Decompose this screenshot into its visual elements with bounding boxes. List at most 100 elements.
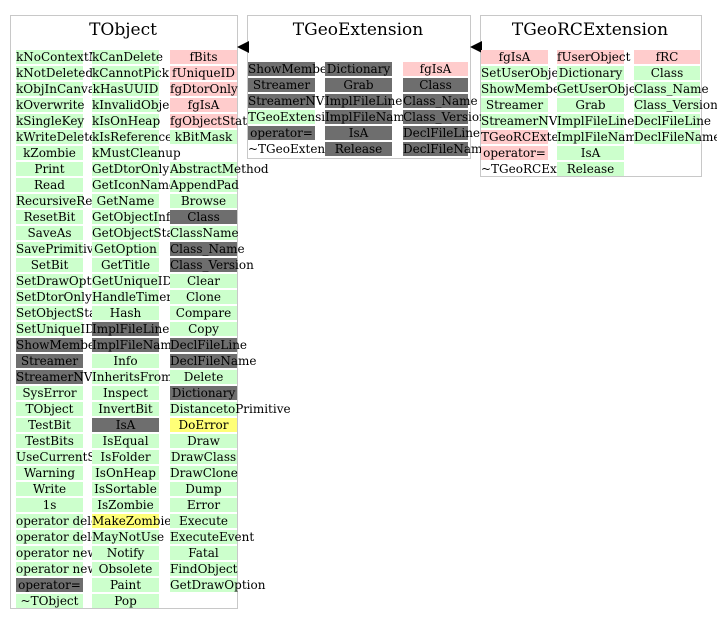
member-implfileline[interactable]: ImplFileLine — [325, 94, 403, 108]
member-dictionary[interactable]: Dictionary — [325, 62, 392, 76]
member-declfileline[interactable]: DeclFileLine — [170, 338, 248, 352]
member-inspect[interactable]: Inspect — [92, 386, 159, 400]
member-notify[interactable]: Notify — [92, 546, 159, 560]
member-funiqueid[interactable]: fUniqueID — [170, 66, 237, 80]
member-grab[interactable]: Grab — [557, 98, 624, 112]
member-kcannotpick[interactable]: kCannotPick — [92, 66, 170, 80]
member-write[interactable]: Write — [16, 482, 83, 496]
member-streamer[interactable]: Streamer — [16, 354, 83, 368]
member-distancetoprimitive[interactable]: DistancetoPrimitive — [170, 402, 291, 416]
member-kcandelete[interactable]: kCanDelete — [92, 50, 163, 64]
member-pop[interactable]: Pop — [92, 594, 159, 608]
member-paint[interactable]: Paint — [92, 578, 159, 592]
member-doerror[interactable]: DoError — [170, 418, 237, 432]
member-executeevent[interactable]: ExecuteEvent — [170, 530, 255, 544]
member-copy[interactable]: Copy — [170, 322, 237, 336]
member-class-version[interactable]: Class_Version — [634, 98, 717, 112]
member-getdrawoption[interactable]: GetDrawOption — [170, 578, 266, 592]
member--tgeoextension[interactable]: ~TGeoExtension — [248, 142, 351, 156]
member--tgeorcextension[interactable]: ~TGeoRCExtension — [481, 162, 602, 176]
member-implfileline[interactable]: ImplFileLine — [557, 114, 635, 128]
member-declfilename[interactable]: DeclFileName — [634, 130, 717, 144]
member-getoption[interactable]: GetOption — [92, 242, 159, 256]
member-getname[interactable]: GetName — [92, 194, 159, 208]
member-drawclass[interactable]: DrawClass — [170, 450, 237, 464]
member-showmembers[interactable]: ShowMembers — [481, 82, 572, 96]
member-streamernvirtual[interactable]: StreamerNVirtual — [16, 370, 126, 384]
member-class-name[interactable]: Class_Name — [403, 94, 478, 108]
member-execute[interactable]: Execute — [170, 514, 237, 528]
member-fgisa[interactable]: fgIsA — [481, 50, 548, 64]
member-implfilename[interactable]: ImplFileName — [557, 130, 644, 144]
member-getuserobject[interactable]: GetUserObject — [557, 82, 648, 96]
member-dump[interactable]: Dump — [170, 482, 237, 496]
member-saveprimitive[interactable]: SavePrimitive — [16, 242, 101, 256]
member-isa[interactable]: IsA — [325, 126, 392, 140]
member-release[interactable]: Release — [557, 162, 624, 176]
member-setuserobject[interactable]: SetUserObject — [481, 66, 571, 80]
member-usecurrentstyle[interactable]: UseCurrentStyle — [16, 450, 119, 464]
member-operator-new-[interactable]: operator new[] — [16, 562, 107, 576]
member-knocontextmenu[interactable]: kNoContextMenu — [16, 50, 124, 64]
member-class[interactable]: Class — [634, 66, 700, 80]
member-obsolete[interactable]: Obsolete — [92, 562, 159, 576]
member-getdtoronly[interactable]: GetDtorOnly — [92, 162, 170, 176]
member-kzombie[interactable]: kZombie — [16, 146, 83, 160]
member-kisonheap[interactable]: kIsOnHeap — [92, 114, 161, 128]
member-issortable[interactable]: IsSortable — [92, 482, 159, 496]
member-streamernvirtual[interactable]: StreamerNVirtual — [248, 94, 358, 108]
member-iszombie[interactable]: IsZombie — [92, 498, 159, 512]
member-release[interactable]: Release — [325, 142, 392, 156]
member-testbits[interactable]: TestBits — [16, 434, 83, 448]
member-tgeorcextension[interactable]: TGeoRCExtension — [481, 130, 592, 144]
member-invertbit[interactable]: InvertBit — [92, 402, 159, 416]
member-setdtoronly[interactable]: SetDtorOnly — [16, 290, 92, 304]
member-declfilename[interactable]: DeclFileName — [170, 354, 257, 368]
member-fatal[interactable]: Fatal — [170, 546, 237, 560]
member-abstractmethod[interactable]: AbstractMethod — [170, 162, 269, 176]
member-setobjectstat[interactable]: SetObjectStat — [16, 306, 102, 320]
member-frc[interactable]: fRC — [634, 50, 700, 64]
member-compare[interactable]: Compare — [170, 306, 237, 320]
member-declfilename[interactable]: DeclFileName — [403, 142, 490, 156]
member-geticonname[interactable]: GetIconName — [92, 178, 177, 192]
member-operator-[interactable]: operator= — [481, 146, 548, 160]
member-operator-[interactable]: operator= — [248, 126, 315, 140]
member-operator-delete-[interactable]: operator delete[] — [16, 530, 120, 544]
member-drawclone[interactable]: DrawClone — [170, 466, 238, 480]
member-maynotuse[interactable]: MayNotUse — [92, 530, 165, 544]
member-class[interactable]: Class — [170, 210, 237, 224]
member-implfilename[interactable]: ImplFileName — [92, 338, 179, 352]
member-fgdtoronly[interactable]: fgDtorOnly — [170, 82, 238, 96]
member-setdrawoption[interactable]: SetDrawOption — [16, 274, 111, 288]
member-koverwrite[interactable]: kOverwrite — [16, 98, 85, 112]
member-1s[interactable]: 1s — [16, 498, 83, 512]
member-setbit[interactable]: SetBit — [16, 258, 83, 272]
member-operator-new[interactable]: operator new — [16, 546, 98, 560]
member-browse[interactable]: Browse — [170, 194, 237, 208]
member-isfolder[interactable]: IsFolder — [92, 450, 159, 464]
member-appendpad[interactable]: AppendPad — [170, 178, 239, 192]
member-knotdeleted[interactable]: kNotDeleted — [16, 66, 94, 80]
member-kwritedelete[interactable]: kWriteDelete — [16, 130, 97, 144]
member-resetbit[interactable]: ResetBit — [16, 210, 83, 224]
member-clone[interactable]: Clone — [170, 290, 237, 304]
member-showmembers[interactable]: ShowMembers — [248, 62, 339, 76]
member-classname[interactable]: ClassName — [170, 226, 239, 240]
member-warning[interactable]: Warning — [16, 466, 83, 480]
member-dictionary[interactable]: Dictionary — [557, 66, 624, 80]
member-syserror[interactable]: SysError — [16, 386, 83, 400]
member-isa[interactable]: IsA — [92, 418, 159, 432]
member-fbits[interactable]: fBits — [170, 50, 237, 64]
member-declfileline[interactable]: DeclFileLine — [634, 114, 712, 128]
member-operator-[interactable]: operator= — [16, 578, 83, 592]
member-dictionary[interactable]: Dictionary — [170, 386, 237, 400]
member-clear[interactable]: Clear — [170, 274, 237, 288]
member-class-version[interactable]: Class_Version — [403, 110, 487, 124]
member-class[interactable]: Class — [403, 78, 468, 92]
member-isequal[interactable]: IsEqual — [92, 434, 159, 448]
member-operator-delete[interactable]: operator delete — [16, 514, 111, 528]
member-showmembers[interactable]: ShowMembers — [16, 338, 107, 352]
member-delete[interactable]: Delete — [170, 370, 237, 384]
member-gettitle[interactable]: GetTitle — [92, 258, 159, 272]
